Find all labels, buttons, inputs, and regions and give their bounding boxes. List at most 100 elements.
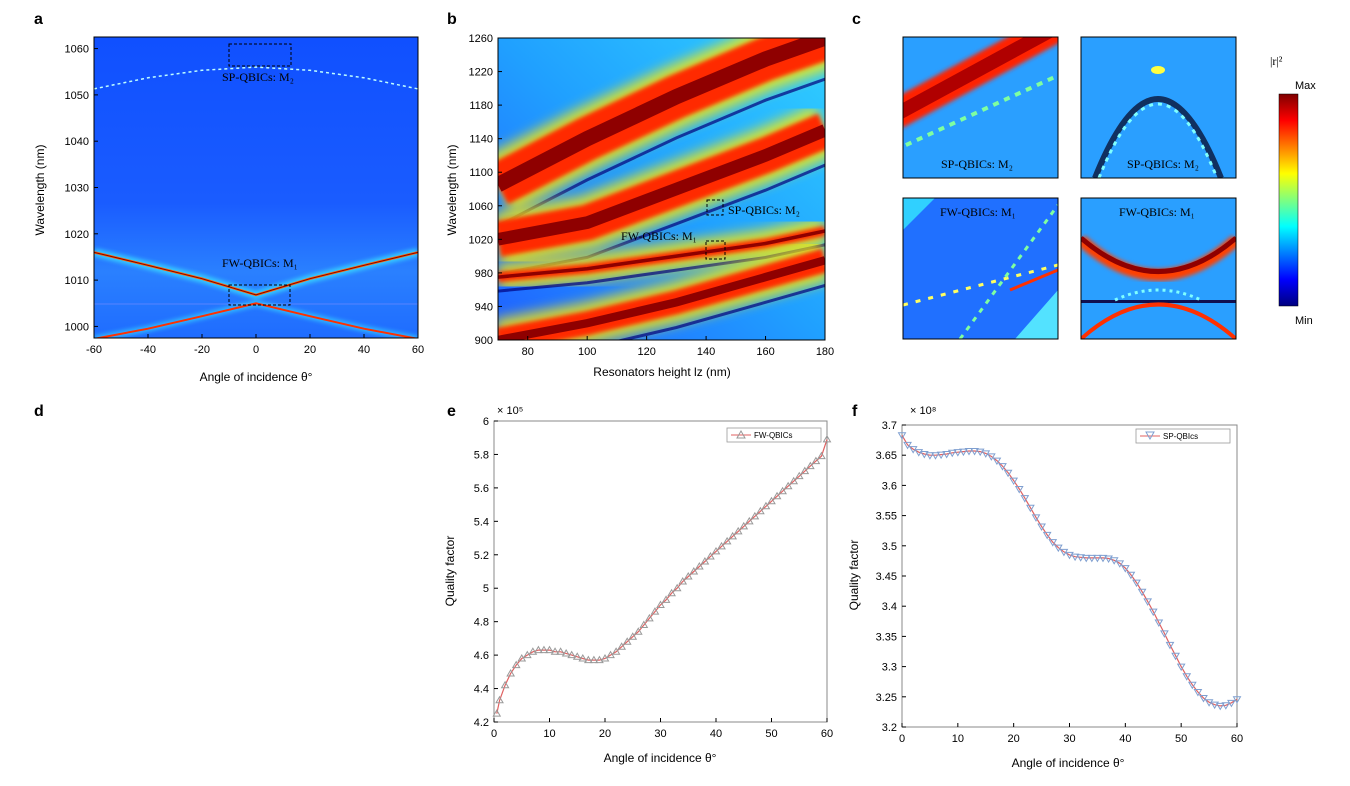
panel-f-xtick-label: 50 <box>1175 733 1187 745</box>
panel-e-data-point <box>772 491 782 500</box>
panel-e-ytick-label: 4.8 <box>474 617 489 629</box>
panel-f-series-line <box>901 434 1238 707</box>
panel-e-ytick-label: 4.4 <box>474 684 489 696</box>
panel-e-data-point <box>561 648 571 657</box>
inset-sp-branch-a-label: SP-QBICs: M₂ <box>1127 157 1199 171</box>
panel-b-frame <box>497 37 826 341</box>
panel-f-data-point <box>1053 544 1063 553</box>
panel-e-data-point <box>711 546 721 555</box>
panel-e-data-point <box>700 556 710 565</box>
panel-e-legend-label: FW-QBICs <box>754 431 793 440</box>
panel-f-data-point <box>1031 514 1041 522</box>
panel-b-ytick-label: 940 <box>475 301 493 313</box>
panel-b-fw-label: FW-QBICs: M₁ <box>621 229 697 243</box>
panel-f-data-point <box>1020 495 1030 503</box>
panel-f-data-point <box>986 453 996 461</box>
panel-a-fw-box <box>228 284 291 306</box>
inset-sp-branch-b-label: SP-QBICs: M₂ <box>941 157 1013 171</box>
panel-b-band-core <box>498 256 825 340</box>
panel-e-data-point <box>767 496 776 505</box>
panel-a-ytick-label: 1020 <box>65 229 89 241</box>
panel-e-data-point <box>717 541 726 550</box>
panel-e-data-point <box>578 653 588 662</box>
panel-f-data-point <box>1048 539 1058 547</box>
panel-f-data-point <box>1132 579 1141 588</box>
panel-e-data-point <box>611 647 621 655</box>
panel-e-xtick-label: 50 <box>765 728 777 740</box>
panel-f-data-point <box>1115 560 1125 568</box>
panel-e-xtick-label: 10 <box>543 728 555 740</box>
panel-b-ytick-label: 1060 <box>469 201 493 213</box>
panel-f-data-point <box>975 448 985 457</box>
panel-e-data-point <box>506 669 516 677</box>
panel-e-data-point <box>805 461 815 470</box>
panel-e-xtick-label: 60 <box>821 728 833 740</box>
panel-a: SP-QBICs: M₂ FW-QBICs: M₁ -60 -40 -20 0 20 40… <box>33 36 424 384</box>
panel-a-fw-lower-branch <box>94 302 418 338</box>
panel-e-data-point <box>656 600 665 608</box>
panel-b-xtick-label: 160 <box>756 346 774 358</box>
panel-b-xtick-label: 140 <box>697 346 715 358</box>
panel-a-sp-label: SP-QBICs: M₂ <box>222 70 294 84</box>
panel-f-data-point <box>953 449 963 457</box>
panel-a-ytick-label: 1030 <box>65 183 89 195</box>
panel-e-legend: FW-QBICs <box>726 427 822 443</box>
panel-b-ytick-label: 1100 <box>469 167 493 179</box>
panel-e-scale-label: × 10⁵ <box>497 405 523 417</box>
panel-f-data-point <box>1182 673 1192 681</box>
panel-f-data-point <box>964 447 974 456</box>
panel-e-data-point <box>817 451 826 460</box>
panel-f-legend: SP-QBIcs <box>1135 428 1231 444</box>
panel-f-frame <box>901 424 1238 728</box>
panel-e-series-line <box>496 439 828 714</box>
panel-e-data-point <box>645 613 654 622</box>
panel-f-data-point <box>1187 681 1197 690</box>
panel-f-data-point <box>897 432 907 440</box>
panel-b-band-shadow <box>498 77 825 228</box>
panel-e-data-point <box>545 645 554 654</box>
panel-e-data-point <box>728 531 738 540</box>
panel-f-data-point <box>1137 588 1147 597</box>
panel-e-data-point <box>683 572 693 580</box>
panel-f-data-point <box>998 463 1007 471</box>
panel-a-xtick-label: 0 <box>253 344 259 356</box>
panel-b-xtick-label: 180 <box>816 346 834 358</box>
panel-c: SP-QBICs: M₂ SP-QBICs: M₂ FW-Q <box>902 36 1237 340</box>
panel-a-background <box>94 37 418 338</box>
panel-f-ytick-label: 3.5 <box>882 541 897 553</box>
panel-a-xlabel: Angle of incidence θ° <box>200 370 313 384</box>
panel-b-ytick-label: 1140 <box>469 134 493 146</box>
panel-e-data-point <box>800 466 810 475</box>
panel-a-sp-box <box>228 43 292 67</box>
panel-e-data-point <box>783 481 793 490</box>
panel-b-ytick-label: 1180 <box>469 100 493 112</box>
panel-e-data-point <box>650 607 660 615</box>
panel-letter-b: b <box>447 11 457 28</box>
panel-f-data-point <box>1076 554 1086 562</box>
colorbar-max-label: Max <box>1295 80 1316 92</box>
panel-e-ylabel: Quality factor <box>443 536 457 607</box>
panel-f: 0 10 20 30 40 50 60 3.2 3.25 3.3 3.35 3.4 3.45 3.5 3.5… <box>847 405 1243 770</box>
panel-a-ytick-label: 1060 <box>65 44 89 56</box>
panel-e-ytick-label: 5.8 <box>474 449 489 461</box>
panel-a-curves <box>94 66 418 338</box>
panel-a-ylabel: Wavelength (nm) <box>33 145 47 236</box>
panel-e-data-point <box>534 645 543 654</box>
panel-b-band-core <box>498 38 825 192</box>
panel-e-ytick-label: 4.6 <box>474 650 489 662</box>
panel-letter-a: a <box>34 11 43 28</box>
panel-e-xtick-label: 40 <box>710 728 722 740</box>
panel-letter-e: e <box>447 403 456 420</box>
panel-e-data-point <box>639 620 649 629</box>
panel-e-data-point <box>633 627 643 635</box>
panel-f-data-point <box>1204 699 1214 707</box>
panel-e-data-point <box>550 647 560 655</box>
panel-e-data-point <box>794 471 804 480</box>
panel-f-data-point <box>1126 571 1136 580</box>
panel-f-data-point <box>992 457 1002 466</box>
panel-e-frame <box>493 420 828 723</box>
panel-b-bands <box>498 38 825 340</box>
panel-a-xtick-label: -60 <box>86 344 102 356</box>
panel-b-ytick-label: 1220 <box>469 67 493 79</box>
panel-f-xlabel: Angle of incidence θ° <box>1012 756 1125 770</box>
